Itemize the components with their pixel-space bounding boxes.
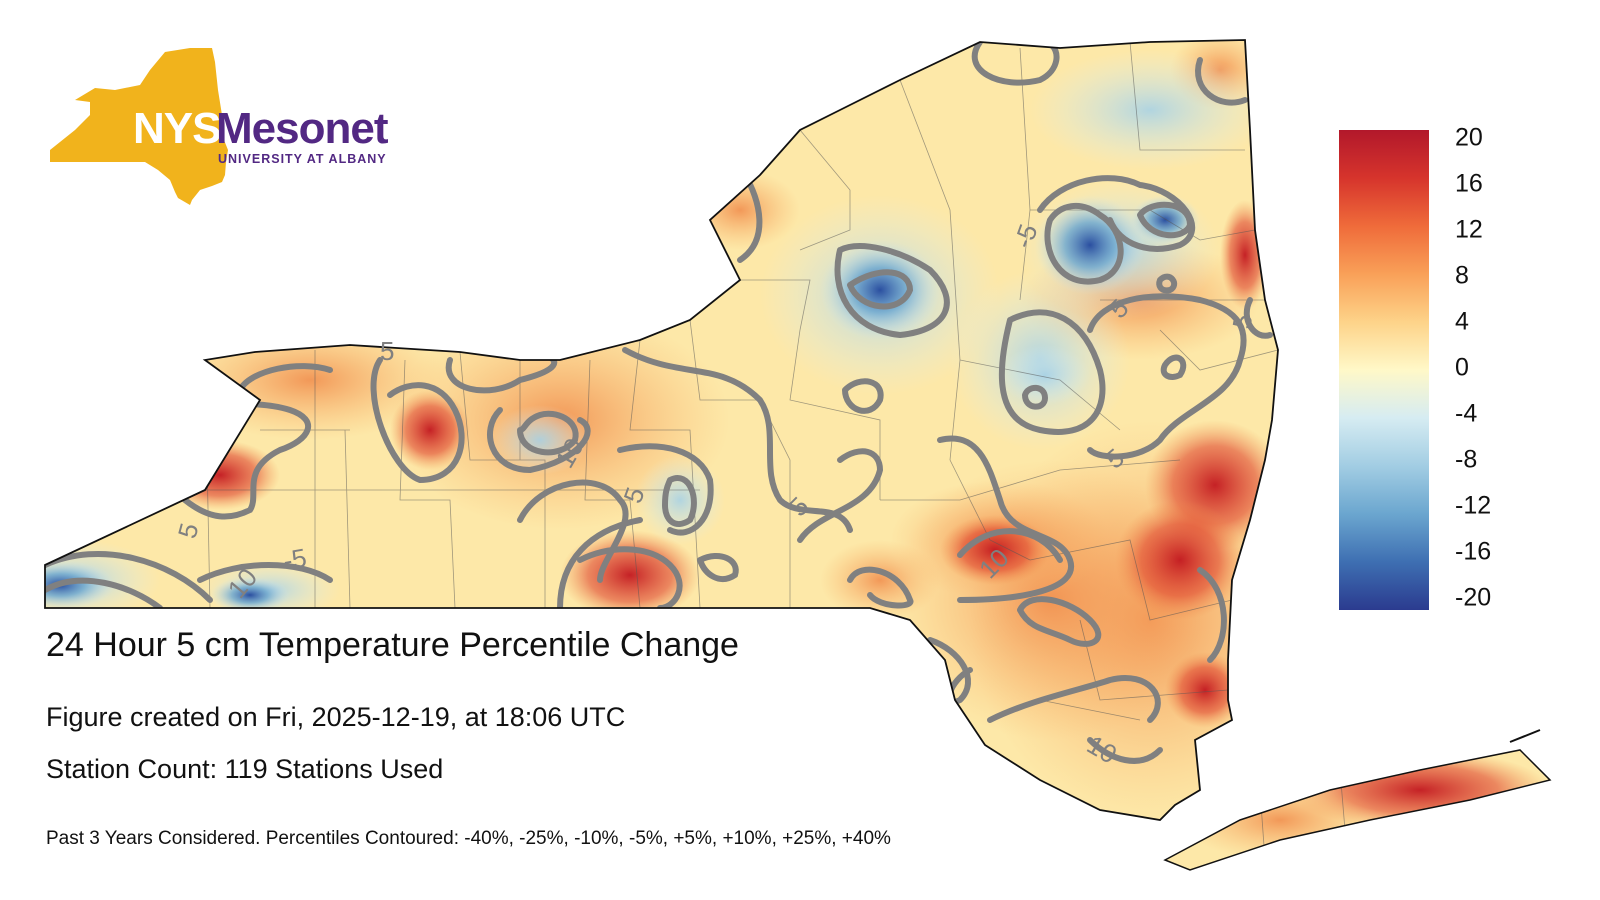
colorbar-tick: 4 (1455, 307, 1469, 336)
colorbar-tick: 20 (1455, 123, 1483, 152)
colorbar-tick: -16 (1455, 537, 1492, 566)
colorbar-tick: -12 (1455, 491, 1492, 520)
colorbar-tick: -4 (1455, 399, 1478, 428)
logo-state-silhouette (50, 48, 228, 205)
long-island-fork (1509, 729, 1541, 743)
figure-footnote: Past 3 Years Considered. Percentiles Con… (46, 828, 891, 849)
figure-title: 24 Hour 5 cm Temperature Percentile Chan… (46, 626, 739, 664)
logo-nys-text: NYS (133, 104, 221, 153)
contour-label: 5 (380, 336, 394, 366)
colorbar-tick: 8 (1455, 261, 1469, 290)
station-count: Station Count: 119 Stations Used (46, 754, 444, 784)
colorbar-tick: -20 (1455, 583, 1492, 612)
logo-mesonet-text: Mesonet (216, 104, 388, 153)
colorbar (1339, 130, 1429, 610)
colorbar-tick: -8 (1455, 445, 1478, 474)
nys-mesonet-logo: NYS Mesonet UNIVERSITY AT ALBANY (48, 46, 408, 206)
colorbar-tick: 16 (1455, 169, 1483, 198)
contour-label: -5 (281, 542, 309, 576)
contours (45, 40, 1273, 764)
figure-created: Figure created on Fri, 2025-12-19, at 18… (46, 702, 626, 732)
county-lines (204, 41, 1346, 861)
colorbar-tick: 0 (1455, 353, 1469, 382)
long-island-outline (1163, 749, 1552, 871)
logo-subtitle: UNIVERSITY AT ALBANY (218, 152, 387, 166)
contour-label: 5 (1226, 312, 1258, 331)
colorbar-tick: 12 (1455, 215, 1483, 244)
